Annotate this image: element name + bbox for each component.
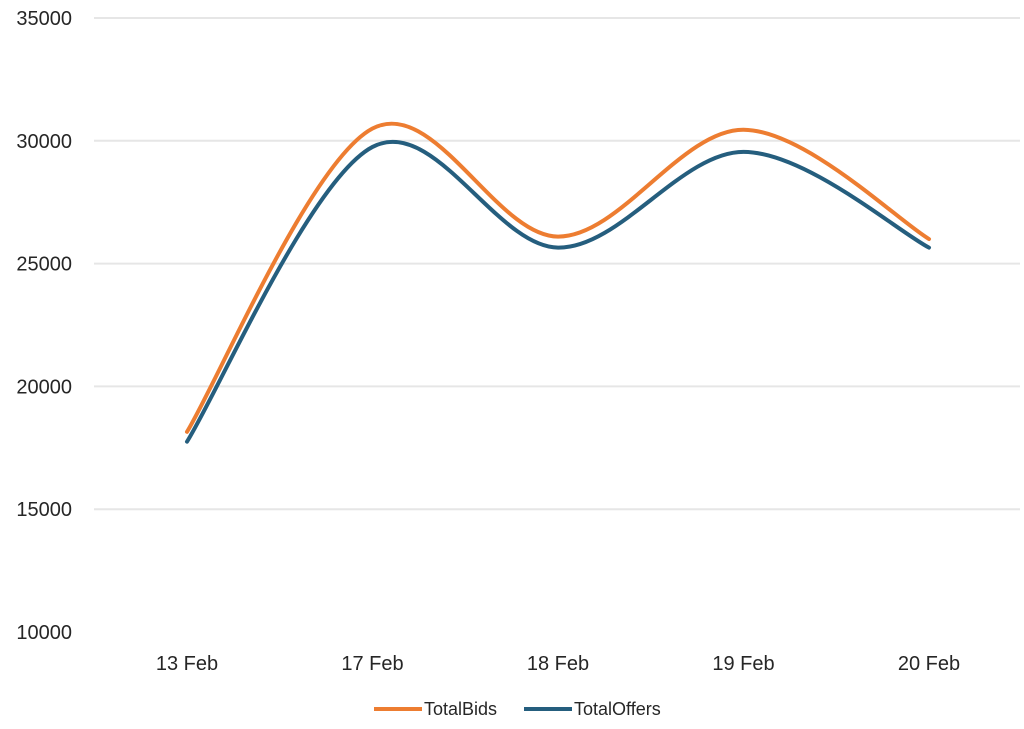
y-tick-label-10000: 10000 xyxy=(16,622,72,644)
x-axis-tick-labels: 13 Feb 17 Feb 18 Feb 19 Feb 20 Feb xyxy=(156,653,960,675)
x-tick-label-3: 19 Feb xyxy=(712,653,774,675)
legend-label-totalbids: TotalBids xyxy=(424,699,497,719)
x-tick-label-0: 13 Feb xyxy=(156,653,218,675)
x-tick-label-4: 20 Feb xyxy=(898,653,960,675)
x-tick-label-2: 18 Feb xyxy=(527,653,589,675)
x-tick-label-1: 17 Feb xyxy=(341,653,403,675)
y-tick-label-35000: 35000 xyxy=(16,8,72,30)
y-tick-label-30000: 30000 xyxy=(16,131,72,153)
y-axis-tick-labels: 10000 15000 20000 25000 30000 35000 xyxy=(16,8,72,644)
y-tick-label-25000: 25000 xyxy=(16,254,72,276)
legend: TotalBids TotalOffers xyxy=(374,699,661,719)
y-tick-label-20000: 20000 xyxy=(16,376,72,398)
gridlines xyxy=(94,17,1020,511)
series-line-totalbids xyxy=(185,121,931,434)
series-lines xyxy=(185,121,931,444)
y-tick-label-15000: 15000 xyxy=(16,499,72,521)
series-line-totaloffers xyxy=(185,139,931,444)
legend-label-totaloffers: TotalOffers xyxy=(574,699,661,719)
